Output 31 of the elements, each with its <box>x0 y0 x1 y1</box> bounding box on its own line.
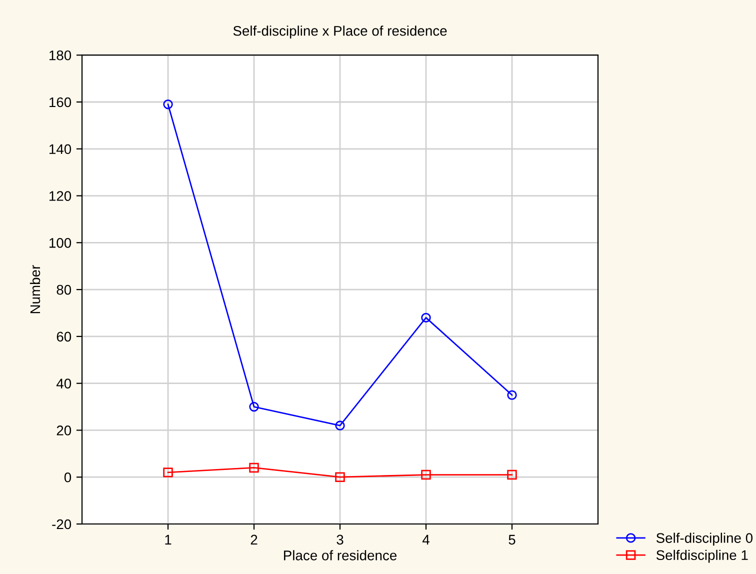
x-tick-label: 1 <box>165 534 172 544</box>
x-axis-title: Place of residence <box>284 550 397 560</box>
legend-label: Self-discipline 0 <box>656 532 753 546</box>
x-tick-label: 3 <box>336 534 344 545</box>
point <box>163 99 173 110</box>
point <box>335 420 345 430</box>
point <box>421 470 431 480</box>
point <box>163 468 173 478</box>
y-tick-label: 140 <box>50 144 72 154</box>
y-tick-label: 60 <box>56 332 72 342</box>
y-tick-label: -20 <box>52 519 72 530</box>
point <box>335 472 345 482</box>
y-tick-label: 40 <box>56 378 72 389</box>
y-tick-label: 0 <box>64 472 72 482</box>
y-tick-label: 80 <box>56 284 72 295</box>
x-tick-label: 4 <box>422 534 430 544</box>
y-tick-label: 120 <box>50 191 72 201</box>
point <box>507 470 517 480</box>
y-tick-label: 20 <box>56 426 72 436</box>
y-tick-label: 160 <box>50 97 72 108</box>
y-tick-label: 100 <box>50 238 72 248</box>
y-axis-title: Number <box>30 265 40 314</box>
chart-title: Self-discipline x Place of residence <box>233 26 447 39</box>
y-tick-label: 180 <box>50 50 72 60</box>
point <box>507 390 517 400</box>
x-tick-label: 5 <box>508 534 516 545</box>
x-tick-label: 2 <box>250 534 258 544</box>
point <box>249 462 259 473</box>
point <box>249 402 259 412</box>
point <box>421 312 431 323</box>
legend-label: Selfdiscipline 1 <box>656 550 748 563</box>
